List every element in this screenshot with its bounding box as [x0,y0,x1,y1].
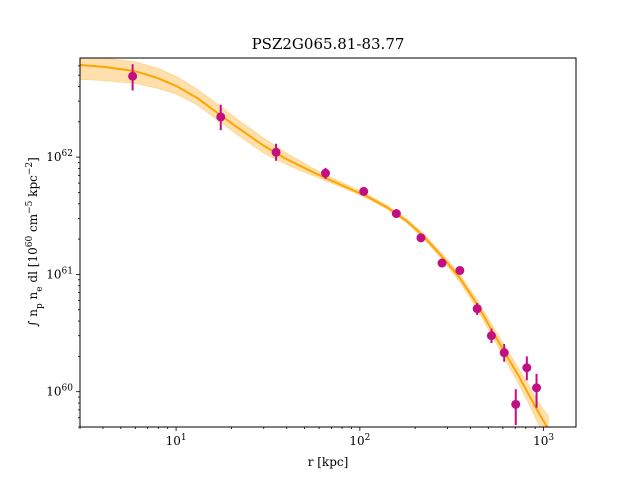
plot-frame [79,57,577,428]
data-point [511,389,521,426]
plot-area [80,58,549,427]
data-point [486,328,496,344]
data-point [522,356,532,381]
data-point [416,233,426,243]
y-axis-label: ∫ np ne dl [1060 cm−5 kpc−2] [25,157,45,327]
data-marker [437,258,447,268]
data-point [216,104,226,131]
data-marker [486,331,496,341]
data-points [128,64,542,426]
data-marker [499,348,509,358]
data-point [391,209,401,219]
data-marker [359,186,369,196]
data-marker [216,112,226,122]
x-axis-ticks: 101 102 103 [79,427,554,448]
data-marker [391,209,401,219]
tick-label: 1062 [46,149,73,164]
data-marker [511,399,521,409]
tick-label: 1060 [46,384,73,399]
data-point [455,265,465,275]
y-axis-ticks: 1060 1061 1062 [46,65,80,428]
data-point [532,373,542,408]
data-marker [128,71,138,81]
data-point [437,258,447,268]
chart-title: PSZ2G065.81-83.77 [252,35,405,53]
data-marker [271,147,281,157]
tick-label: 103 [533,433,554,448]
data-point [472,303,482,316]
data-point [499,344,509,362]
data-point [320,167,330,180]
data-point [359,186,369,196]
data-marker [522,363,532,373]
data-point [271,143,281,161]
tick-label: 101 [166,433,187,448]
data-marker [455,265,465,275]
data-marker [416,233,426,243]
x-axis-label: r [kpc] [308,455,349,469]
tick-label: 1061 [46,266,73,281]
model-curve [80,64,549,427]
data-marker [532,383,542,393]
data-point [128,64,138,91]
data-marker [472,304,482,314]
tick-label: 102 [349,433,370,448]
data-marker [320,168,330,178]
model-confidence-band [80,58,549,427]
